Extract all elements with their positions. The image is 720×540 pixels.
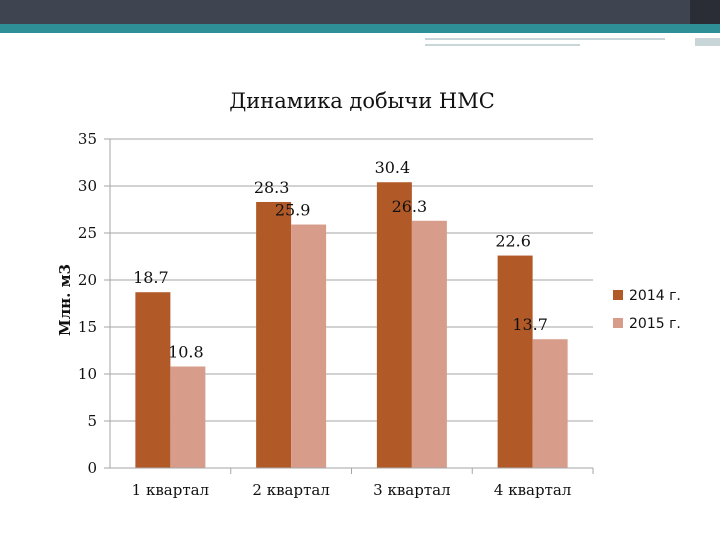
data-label: 30.4 [375,158,411,177]
data-label: 26.3 [392,197,428,216]
y-tick-label: 20 [78,271,97,289]
bar [497,255,533,468]
slide-header-bar [0,0,720,24]
y-tick-label: 30 [78,177,97,195]
data-label: 18.7 [133,268,169,287]
y-tick-label: 35 [78,130,97,148]
y-tick-label: 25 [78,224,97,242]
legend: 2014 г. 2015 г. [613,288,681,332]
data-label: 10.8 [168,342,204,361]
y-tick-label: 15 [78,318,97,336]
decorative-block [695,38,720,46]
decorative-line [425,44,580,46]
decorative-line [425,38,665,40]
y-tick-label: 0 [87,459,97,477]
legend-swatch [613,290,623,300]
bar [532,339,568,468]
x-category-label: 4 квартал [494,481,571,499]
legend-label: 2014 г. [629,288,681,304]
data-label: 28.3 [254,178,290,197]
data-label: 13.7 [512,315,548,334]
y-axis-ticks: 0 5 10 15 20 25 30 35 [78,130,110,477]
slide-header-corner [690,0,720,24]
data-label: 22.6 [495,232,531,251]
x-category-label: 3 квартал [373,481,450,499]
x-axis-categories: 1 квартал 2 квартал 3 квартал 4 квартал [132,468,594,499]
legend-swatch [613,318,623,328]
y-axis-label: Млн. м3 [56,264,74,336]
y-tick-label: 5 [87,412,97,430]
bar [135,292,171,468]
data-label: 25.9 [275,201,311,220]
bars [135,182,568,469]
slide-accent-strip [0,24,720,33]
bar [170,366,206,468]
x-category-label: 2 квартал [252,481,329,499]
data-labels: 18.7 10.8 28.3 25.9 30.4 26.3 22.6 13.7 [133,158,548,361]
legend-label: 2015 г. [629,316,681,332]
chart-title: Динамика добычи НМС [229,89,495,113]
y-tick-label: 10 [78,365,97,383]
bar [411,220,447,468]
x-category-label: 1 квартал [132,481,209,499]
bar [291,224,327,468]
bar [376,182,412,469]
bar [256,201,292,469]
